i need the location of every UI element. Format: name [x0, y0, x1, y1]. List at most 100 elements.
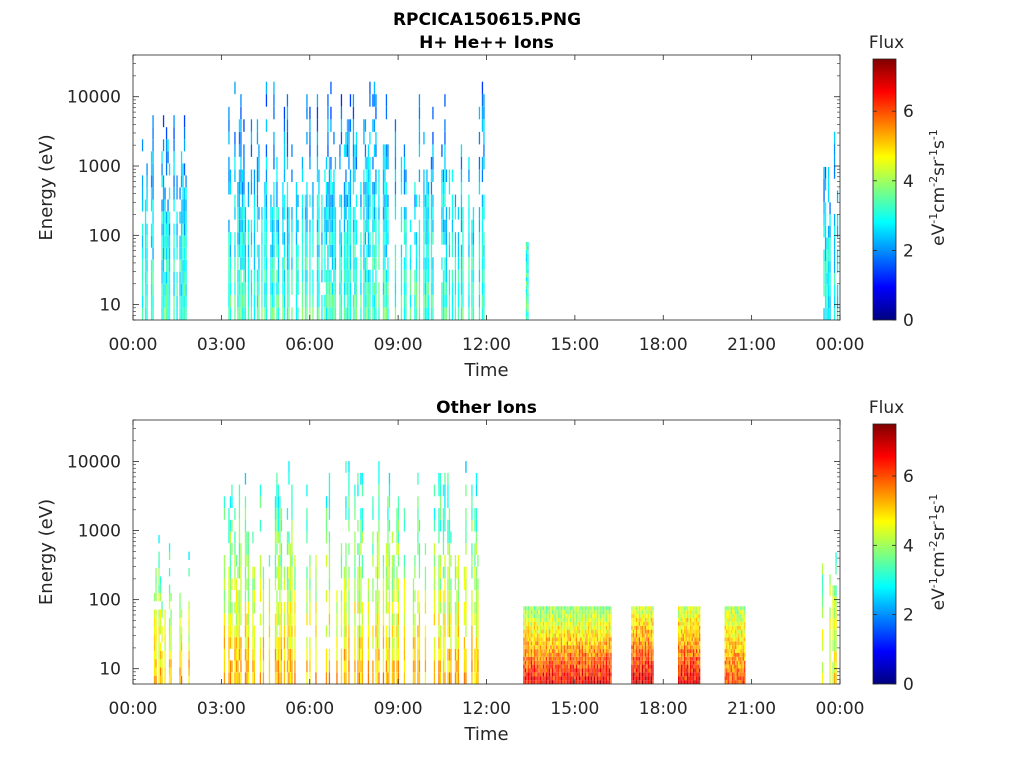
data-cell — [277, 269, 280, 283]
data-cell — [604, 606, 606, 611]
data-cell — [565, 610, 567, 615]
data-cell — [309, 194, 311, 208]
data-cell — [247, 294, 250, 308]
data-cell — [526, 676, 528, 681]
data-cell — [282, 294, 284, 308]
data-cell — [647, 641, 650, 646]
data-cell — [318, 282, 320, 295]
data-cell — [595, 610, 597, 615]
data-cell — [289, 601, 292, 614]
data-cell — [414, 637, 416, 649]
data-cell — [535, 637, 537, 642]
data-cell — [529, 649, 531, 653]
data-cell — [273, 106, 275, 120]
data-cell — [548, 621, 551, 626]
data-cell — [729, 676, 731, 681]
data-cell — [572, 637, 575, 642]
data-cell — [161, 259, 163, 272]
data-cell — [144, 247, 147, 260]
data-cell — [730, 652, 732, 657]
data-cell — [409, 257, 412, 270]
data-cell — [444, 672, 446, 684]
data-cell — [527, 668, 530, 673]
data-cell — [375, 257, 377, 270]
data-cell — [566, 676, 569, 681]
data-cell — [276, 625, 278, 638]
x-tick-label: 09:00 — [374, 699, 423, 719]
data-cell — [423, 244, 425, 258]
data-cell — [385, 648, 388, 661]
data-cell — [280, 578, 283, 591]
data-cell — [286, 566, 289, 579]
data-cell — [366, 269, 368, 283]
data-cell — [424, 566, 427, 579]
data-cell — [833, 214, 836, 226]
data-cell — [141, 308, 144, 320]
data-cell — [373, 244, 376, 258]
data-cell — [164, 667, 166, 676]
data-cell — [170, 667, 172, 676]
data-cell — [586, 672, 588, 677]
data-cell — [581, 672, 584, 677]
data-cell — [309, 144, 311, 157]
data-cell — [735, 645, 737, 650]
data-cell — [565, 645, 567, 650]
data-cell — [652, 618, 654, 622]
data-cell — [569, 610, 572, 615]
data-cell — [643, 621, 645, 626]
data-cell — [327, 194, 329, 208]
data-cell — [432, 294, 434, 308]
x-tick-label: 06:00 — [285, 335, 334, 355]
data-cell — [472, 269, 475, 283]
data-cell — [264, 244, 266, 258]
data-cell — [638, 645, 641, 650]
data-cell — [647, 629, 650, 634]
data-cell — [554, 672, 557, 677]
data-cell — [385, 590, 388, 602]
data-cell — [475, 648, 478, 661]
data-cell — [391, 613, 394, 626]
data-cell — [182, 308, 184, 320]
data-cell — [397, 543, 400, 555]
data-cell — [565, 614, 567, 618]
data-cell — [483, 119, 485, 132]
data-cell — [641, 645, 644, 650]
data-cell — [340, 131, 343, 145]
data-cell — [277, 578, 280, 591]
data-cell — [238, 182, 241, 195]
data-cell — [325, 269, 328, 283]
data-cell — [553, 676, 555, 681]
data-cell — [744, 676, 746, 681]
data-cell — [566, 660, 569, 665]
data-cell — [387, 144, 389, 157]
data-cell — [733, 610, 735, 615]
data-cell — [442, 613, 445, 626]
data-cell — [690, 625, 692, 630]
data-cell — [253, 566, 256, 579]
data-cell — [417, 660, 419, 673]
data-cell — [432, 282, 434, 295]
data-cell — [289, 648, 292, 661]
data-cell — [535, 606, 537, 611]
data-cell — [571, 633, 573, 638]
data-cell — [397, 508, 400, 520]
data-cell — [538, 668, 540, 673]
data-cell — [291, 232, 293, 245]
data-cell — [641, 668, 644, 673]
data-cell — [405, 232, 407, 245]
data-cell — [608, 649, 611, 653]
data-cell — [589, 664, 591, 669]
data-cell — [525, 312, 528, 317]
data-cell — [640, 606, 642, 611]
data-cell — [349, 244, 352, 258]
data-cell — [643, 652, 645, 657]
data-cell — [361, 672, 364, 684]
data-cell — [388, 660, 391, 673]
x-tick-label: 21:00 — [727, 335, 776, 355]
data-cell — [553, 680, 555, 684]
data-cell — [631, 618, 633, 622]
data-cell — [241, 294, 244, 308]
data-cell — [472, 307, 475, 320]
data-cell — [551, 680, 554, 684]
